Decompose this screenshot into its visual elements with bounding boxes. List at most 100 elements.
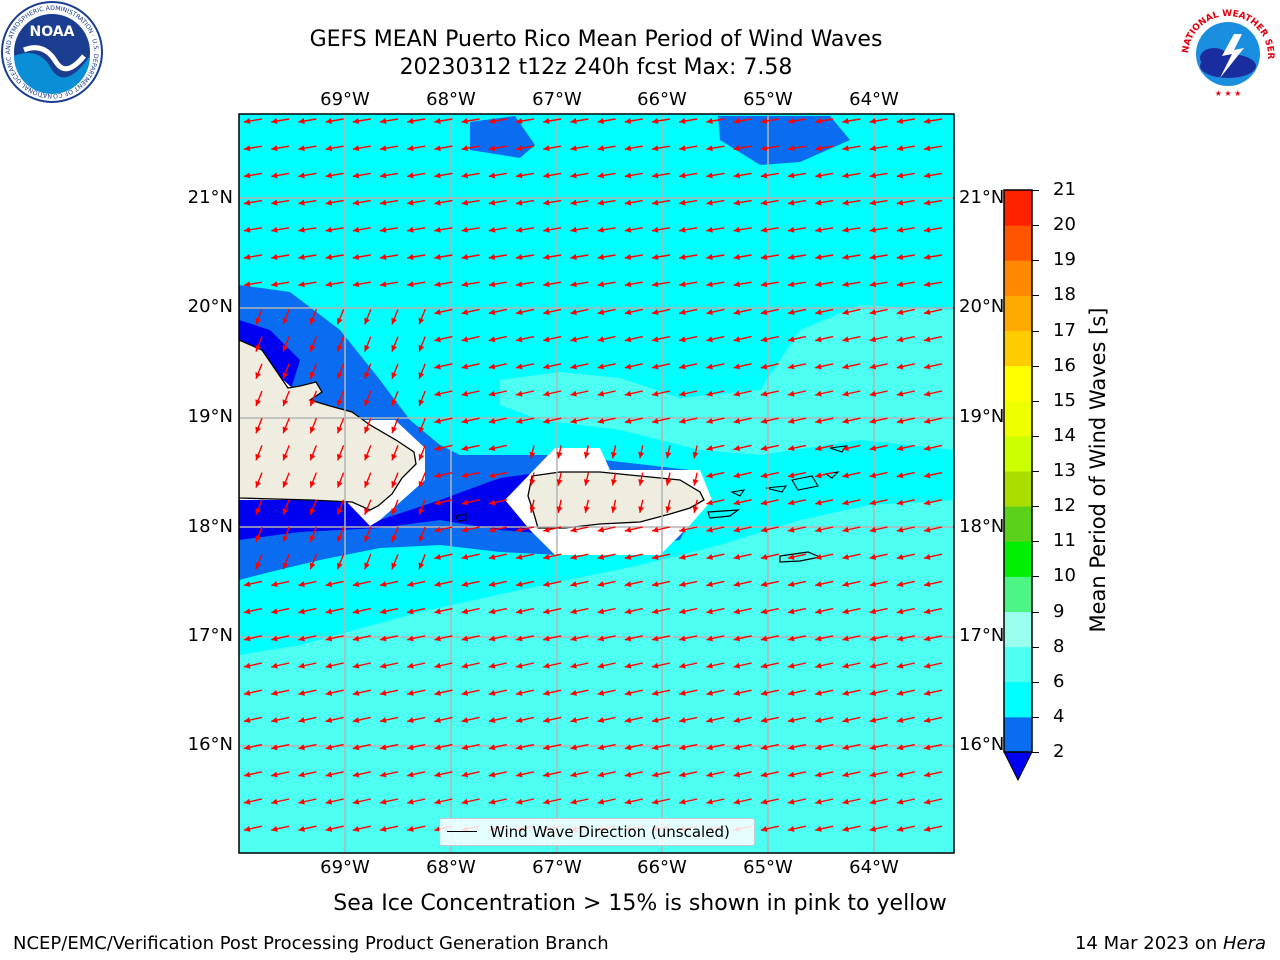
wind-wave-arrowhead — [271, 744, 278, 751]
wind-wave-arrowhead — [583, 451, 590, 459]
wind-wave-arrowhead — [924, 526, 931, 533]
wind-wave-arrowhead — [244, 825, 251, 832]
wind-wave-arrowhead — [597, 553, 605, 560]
sea-ice-caption: Sea Ice Concentration > 15% is shown in … — [333, 891, 947, 916]
wind-wave-arrowhead — [352, 226, 360, 233]
wind-wave-arrowhead — [543, 145, 550, 152]
wind-wave-arrowhead — [325, 581, 333, 588]
wind-wave-arrowhead — [924, 145, 931, 152]
colorbar-tick-label: 13 — [1053, 460, 1076, 481]
wind-wave-arrowhead — [543, 254, 550, 260]
wind-wave-arrowhead — [488, 309, 496, 316]
wind-wave-arrowhead — [309, 480, 316, 488]
wind-wave-arrowhead — [488, 717, 496, 724]
wind-wave-arrowhead — [461, 553, 469, 560]
wind-wave-arrowhead — [434, 472, 441, 479]
wind-wave-arrowhead — [815, 499, 822, 506]
wind-wave-arrowhead — [391, 453, 398, 461]
wind-wave-arrowhead — [461, 771, 469, 778]
wind-wave-arrowhead — [679, 662, 686, 669]
wind-wave-arrowhead — [760, 689, 768, 696]
lon-label-top: 65°W — [743, 89, 793, 110]
wind-wave-arrowhead — [706, 771, 713, 778]
wind-wave-arrowhead — [461, 390, 469, 397]
wind-wave-arrowhead — [679, 199, 686, 206]
wind-wave-arrowhead — [652, 254, 659, 260]
wind-wave-arrowhead — [298, 608, 305, 615]
wind-wave-arrowhead — [570, 635, 577, 642]
wind-wave-arrowhead — [352, 254, 360, 260]
wind-wave-arrowhead — [869, 771, 877, 778]
lon-label-top: 66°W — [637, 89, 687, 110]
wind-wave-arrowhead — [434, 608, 441, 615]
wind-wave-arrowhead — [924, 553, 931, 560]
wind-wave-arrowhead — [418, 508, 425, 515]
wind-wave-arrowhead — [516, 635, 523, 642]
wind-wave-arrowhead — [597, 199, 605, 206]
wind-wave-arrowhead — [638, 451, 645, 459]
wind-wave-arrowhead — [760, 336, 768, 343]
wind-wave-arrowhead — [407, 798, 414, 805]
wind-wave-arrowhead — [488, 689, 496, 696]
wind-wave-arrowhead — [418, 562, 425, 570]
wind-wave-arrowhead — [543, 309, 550, 316]
wind-wave-arrowhead — [869, 553, 877, 560]
wind-wave-arrowhead — [434, 635, 441, 642]
wind-wave-arrowhead — [815, 336, 822, 343]
title-line-1: GEFS MEAN Puerto Rico Mean Period of Win… — [309, 27, 883, 52]
wind-wave-arrowhead — [434, 390, 441, 397]
wind-wave-arrowhead — [352, 145, 360, 152]
wind-wave-arrowhead — [597, 172, 605, 179]
wind-wave-arrowhead — [815, 118, 822, 124]
wind-wave-arrowhead — [842, 281, 849, 288]
lon-label-top: 64°W — [849, 89, 899, 110]
wind-wave-arrowhead — [842, 199, 849, 206]
noaa-logo-text: NOAA — [30, 24, 75, 40]
wind-wave-arrowhead — [679, 798, 686, 805]
lon-label-bottom: 66°W — [637, 857, 687, 878]
wind-wave-arrowhead — [298, 581, 305, 588]
wind-wave-arrowhead — [896, 172, 904, 179]
wind-wave-arrowhead — [924, 172, 931, 179]
wind-wave-arrowhead — [298, 744, 305, 751]
wind-wave-arrowhead — [679, 254, 686, 260]
wind-wave-arrowhead — [924, 635, 931, 642]
wind-wave-arrowhead — [652, 744, 659, 751]
wind-wave-arrowhead — [337, 508, 343, 515]
wind-wave-arrowhead — [706, 226, 713, 233]
wind-wave-arrowhead — [624, 118, 632, 124]
wind-wave-arrowhead — [706, 744, 713, 751]
lon-label-bottom: 64°W — [849, 857, 899, 878]
wind-wave-arrowhead — [282, 317, 289, 325]
wind-wave-arrowhead — [815, 825, 822, 832]
footer-host: Hera — [1222, 933, 1266, 954]
wind-wave-arrowhead — [842, 825, 849, 832]
wind-wave-arrowhead — [337, 399, 343, 406]
colorbar-tick-mark — [1032, 295, 1039, 297]
wind-wave-arrowhead — [418, 426, 425, 434]
wind-wave-arrowhead — [364, 562, 370, 570]
wind-wave-arrowhead — [760, 226, 768, 233]
wind-wave-arrowhead — [352, 689, 360, 696]
wind-wave-arrowhead — [337, 372, 343, 379]
wind-wave-arrowhead — [488, 744, 496, 751]
wind-wave-arrowhead — [869, 662, 877, 669]
wind-wave-arrowhead — [255, 453, 262, 461]
colorbar-tick-label: 17 — [1053, 319, 1076, 341]
wind-wave-arrowhead — [461, 744, 469, 751]
wind-wave-arrowhead — [652, 390, 659, 397]
wind-wave-arrowhead — [434, 118, 441, 124]
wind-wave-arrowhead — [380, 281, 387, 288]
wind-wave-arrowhead — [896, 608, 904, 615]
wind-wave-arrowhead — [543, 662, 550, 669]
wind-wave-arrowhead — [282, 480, 289, 488]
wind-wave-arrowhead — [597, 717, 605, 724]
wind-wave-arrowhead — [597, 744, 605, 751]
wind-wave-arrowhead — [733, 363, 741, 370]
wind-wave-arrowhead — [516, 553, 523, 560]
wind-wave-arrowhead — [624, 798, 632, 805]
wind-wave-arrowhead — [364, 508, 370, 515]
lat-label-right: 17°N — [959, 625, 1005, 646]
land-vieques — [707, 509, 740, 519]
wind-wave-arrowhead — [924, 199, 931, 206]
